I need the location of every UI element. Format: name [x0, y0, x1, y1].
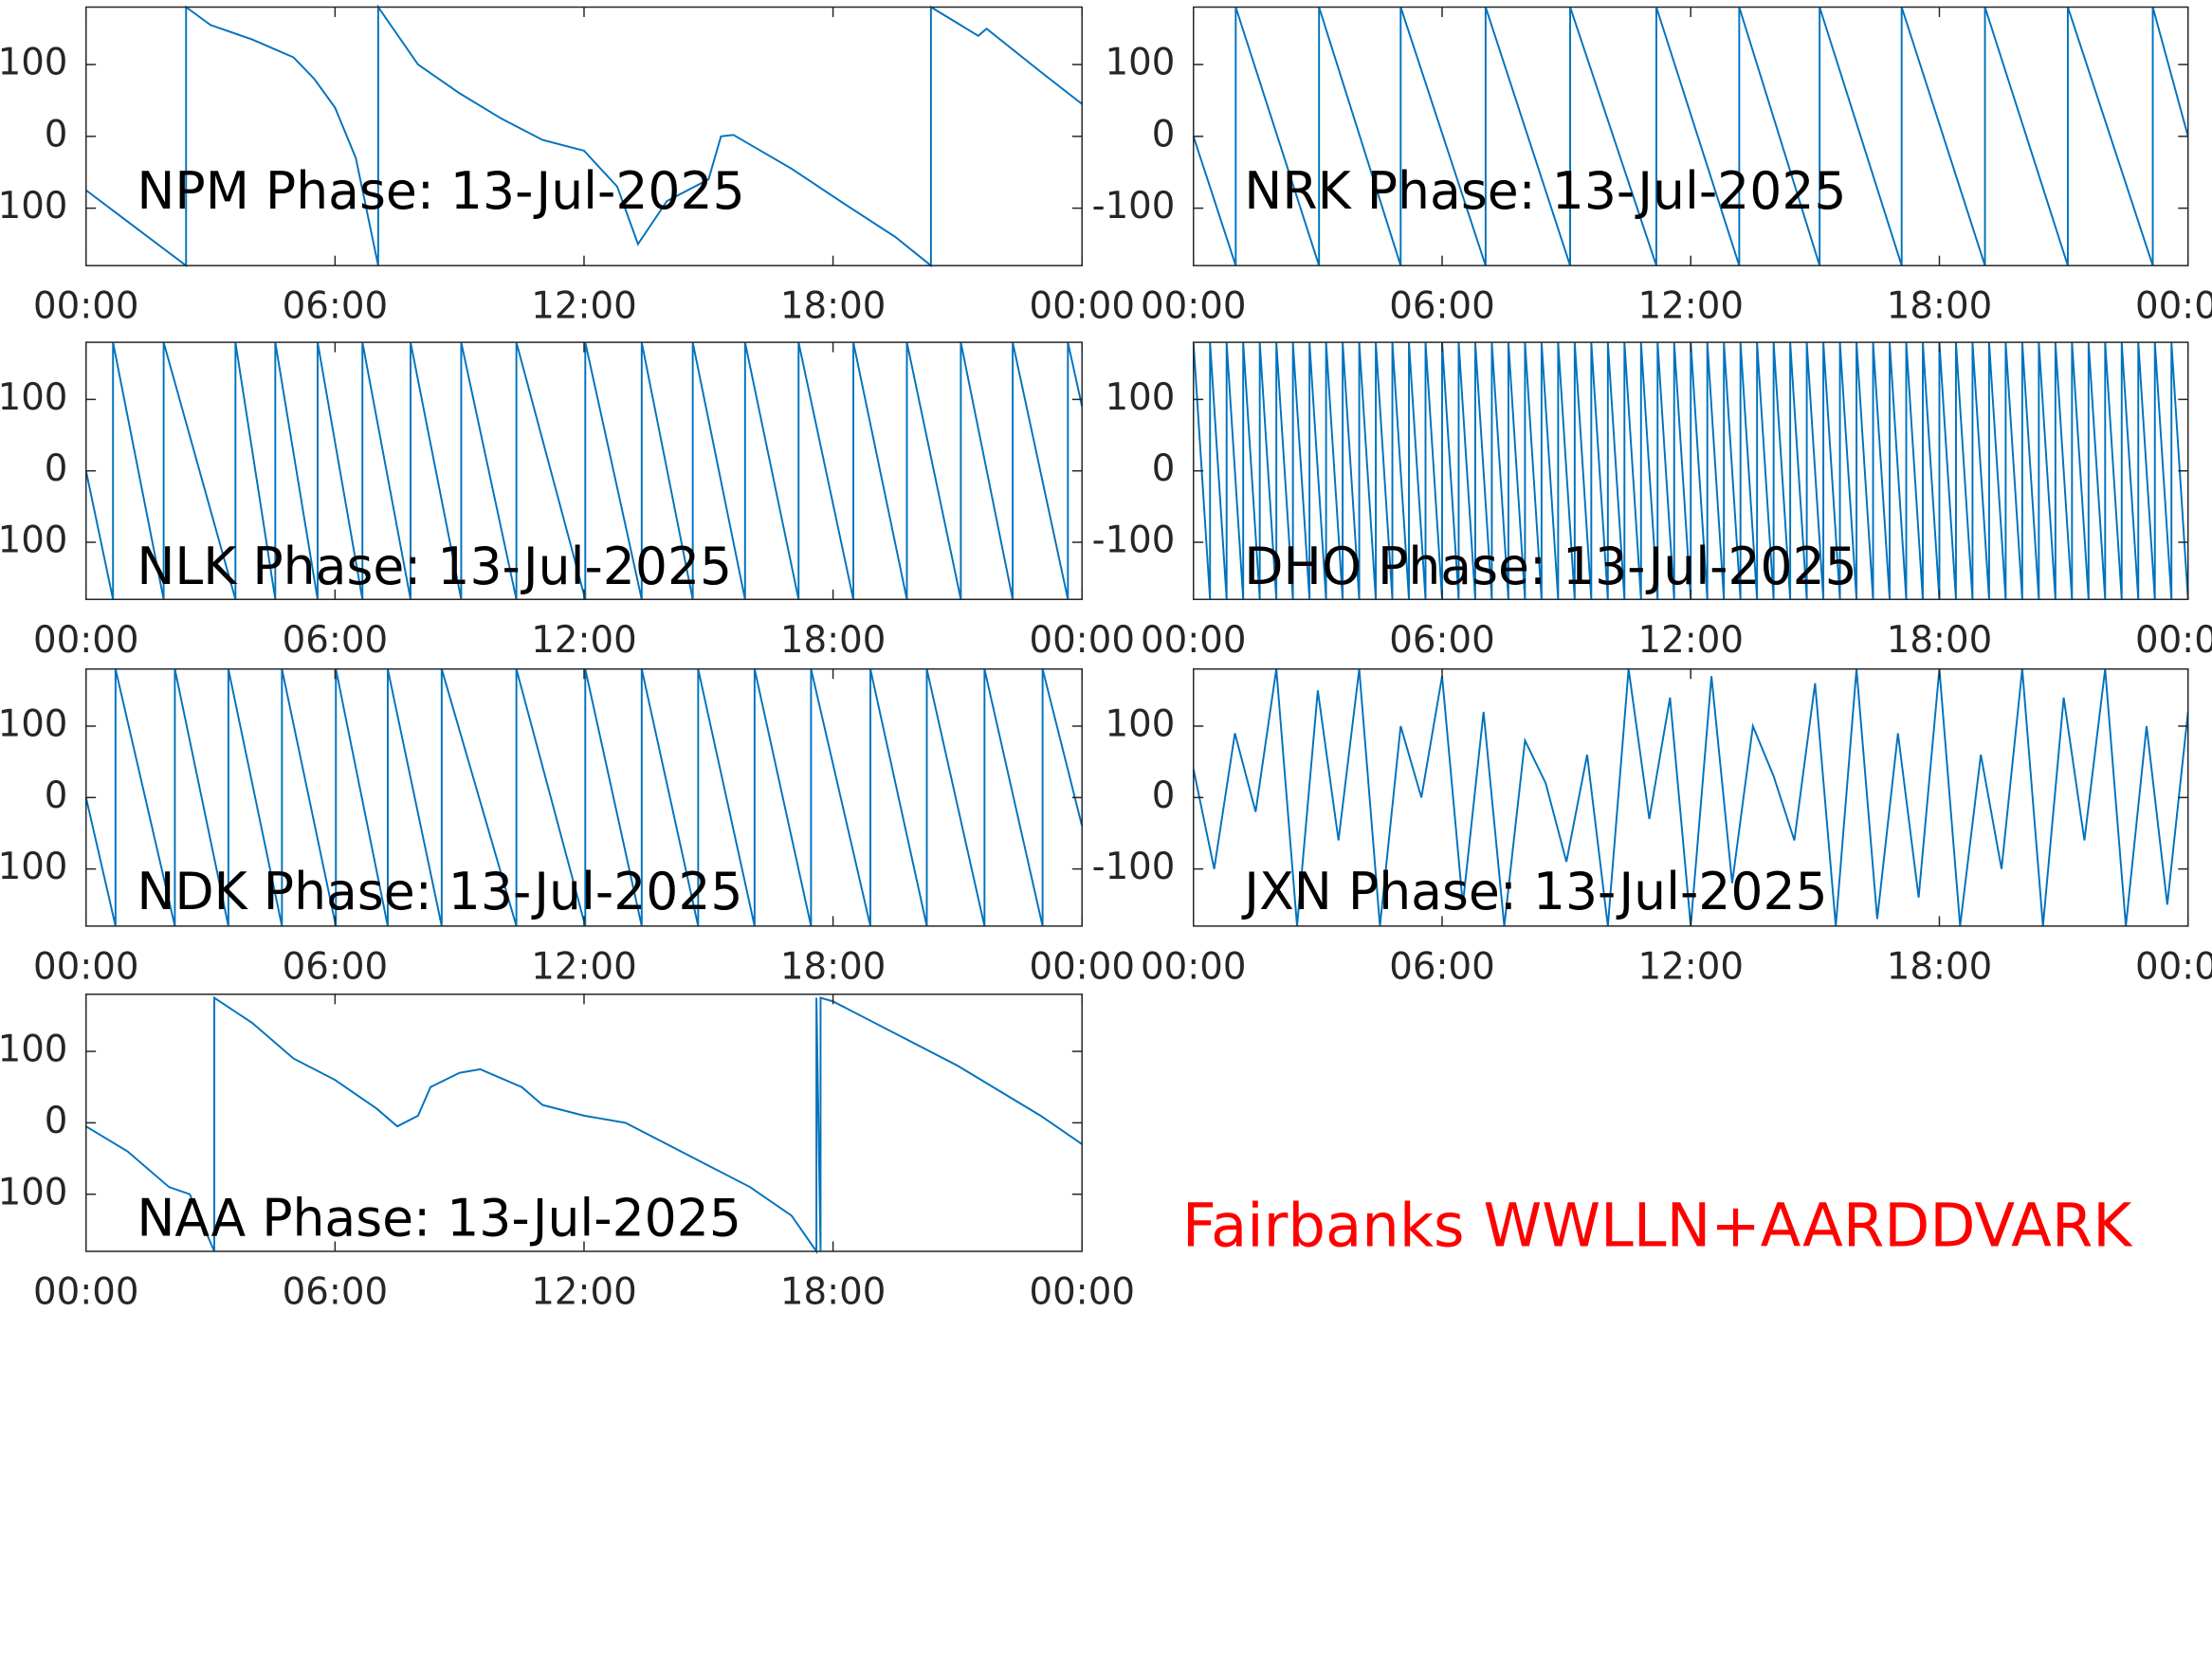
x-tick-label: 12:00 — [1637, 285, 1743, 328]
x-tick-label: 00:00 — [1029, 285, 1134, 328]
x-tick-label: 00:00 — [2135, 619, 2212, 662]
x-tick-label: 18:00 — [1887, 619, 1992, 662]
y-tick-label: 0 — [1152, 447, 1176, 490]
y-tick-label: -100 — [0, 185, 67, 228]
y-tick-label: 0 — [45, 775, 68, 817]
x-tick-label: 06:00 — [283, 285, 388, 328]
y-tick-label: 0 — [45, 1100, 68, 1142]
x-tick-label: 18:00 — [1887, 945, 1992, 988]
y-tick-label: 100 — [0, 376, 67, 419]
y-tick-label: 0 — [45, 113, 68, 155]
y-tick-label: 0 — [1152, 775, 1176, 817]
x-tick-label: 18:00 — [1887, 285, 1992, 328]
y-tick-label: 0 — [45, 447, 68, 490]
phase-line — [1192, 342, 2189, 600]
y-tick-label: -100 — [0, 846, 67, 888]
chart-title: NLK Phase: 13-Jul-2025 — [137, 537, 732, 596]
x-tick-label: 12:00 — [531, 1270, 636, 1313]
chart-title: DHO Phase: 13-Jul-2025 — [1244, 537, 1856, 596]
y-tick-label: -100 — [0, 1171, 67, 1213]
x-tick-label: 12:00 — [1637, 619, 1743, 662]
caption: Fairbanks WWLLN+AARDDVARK — [1182, 1191, 2133, 1260]
x-tick-label: 06:00 — [1389, 285, 1494, 328]
x-tick-label: 12:00 — [1637, 945, 1743, 988]
y-tick-label: -100 — [0, 519, 67, 561]
x-tick-label: 00:00 — [1029, 1270, 1134, 1313]
x-tick-label: 00:00 — [2135, 945, 2212, 988]
chart-title: NPM Phase: 13-Jul-2025 — [137, 161, 744, 221]
x-tick-label: 00:00 — [1029, 945, 1134, 988]
phase-line — [85, 995, 1083, 1255]
chart-title: NDK Phase: 13-Jul-2025 — [137, 862, 742, 921]
chart-title: NRK Phase: 13-Jul-2025 — [1244, 161, 1846, 221]
x-tick-label: 00:00 — [1141, 945, 1246, 988]
y-tick-label: 100 — [1106, 42, 1176, 84]
phase-line — [85, 4, 1083, 268]
x-tick-label: 18:00 — [780, 1270, 886, 1313]
x-tick-label: 12:00 — [531, 945, 636, 988]
x-tick-label: 00:00 — [33, 285, 138, 328]
y-tick-label: -100 — [1092, 846, 1176, 888]
chart-title: NAA Phase: 13-Jul-2025 — [137, 1188, 741, 1248]
x-tick-label: 00:00 — [33, 619, 138, 662]
y-tick-label: 0 — [1152, 113, 1176, 155]
x-tick-label: 06:00 — [1389, 619, 1494, 662]
phase-line — [84, 668, 1084, 927]
x-tick-label: 00:00 — [1029, 619, 1134, 662]
x-tick-label: 06:00 — [283, 619, 388, 662]
x-tick-label: 00:00 — [33, 1270, 138, 1313]
y-tick-label: 100 — [0, 42, 67, 84]
phase-line — [84, 341, 1084, 600]
x-tick-label: 06:00 — [283, 945, 388, 988]
chart-title: JXN Phase: 13-Jul-2025 — [1241, 862, 1827, 921]
y-tick-label: 100 — [0, 702, 67, 745]
y-tick-label: -100 — [1092, 519, 1176, 561]
y-tick-label: 100 — [0, 1028, 67, 1070]
y-tick-label: 100 — [1106, 702, 1176, 745]
y-tick-label: -100 — [1092, 185, 1176, 228]
y-tick-label: 100 — [1106, 376, 1176, 419]
x-tick-label: 18:00 — [780, 619, 886, 662]
x-tick-label: 12:00 — [531, 619, 636, 662]
x-tick-label: 00:00 — [33, 945, 138, 988]
x-tick-label: 18:00 — [780, 945, 886, 988]
x-tick-label: 00:00 — [1141, 619, 1246, 662]
phase-line — [1192, 7, 2189, 266]
x-tick-label: 06:00 — [283, 1270, 388, 1313]
x-tick-label: 12:00 — [531, 285, 636, 328]
x-tick-label: 18:00 — [780, 285, 886, 328]
x-tick-label: 00:00 — [1141, 285, 1246, 328]
x-tick-label: 00:00 — [2135, 285, 2212, 328]
x-tick-label: 06:00 — [1389, 945, 1494, 988]
